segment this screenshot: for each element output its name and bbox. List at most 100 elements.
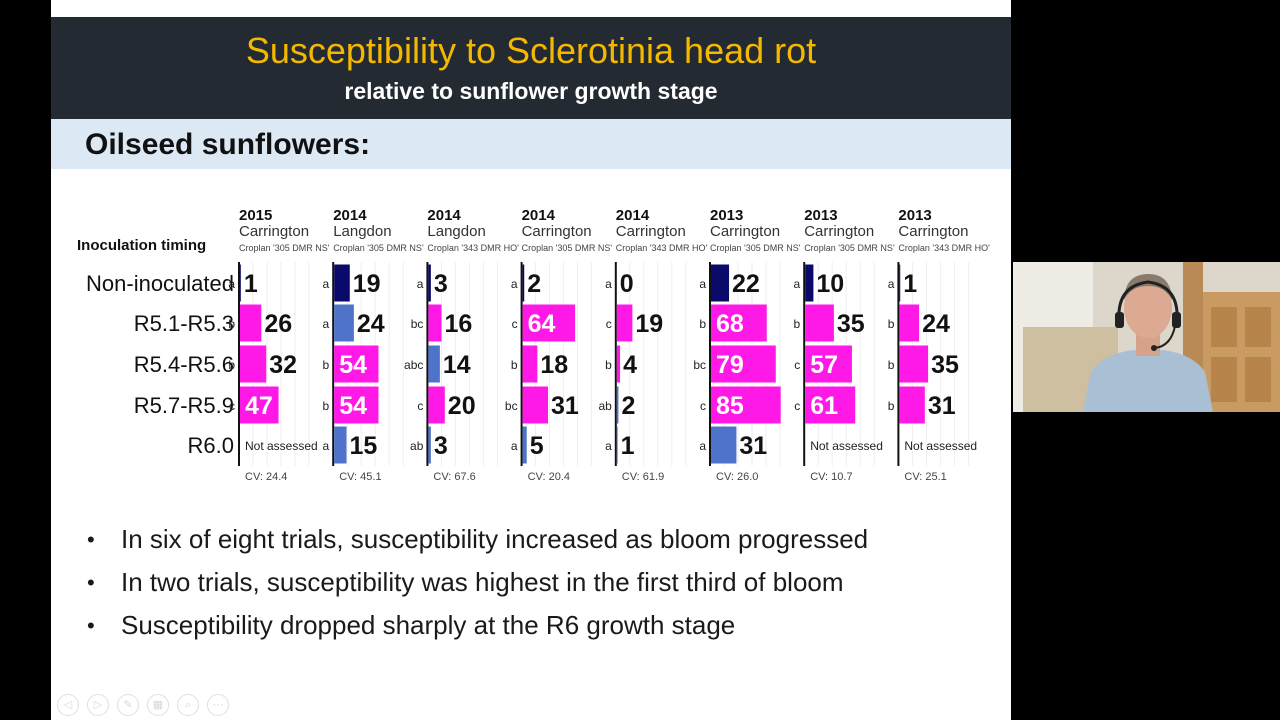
significance-letter: a [605,277,612,291]
bar-value-label: 54 [339,351,367,379]
data-bar [711,386,781,424]
bar-value-label: 19 [635,310,663,338]
cv-label: CV: 61.9 [622,471,664,483]
bar-value-label: 32 [269,351,297,379]
significance-letter: a [605,439,612,453]
data-bar [899,386,925,424]
bar-value-label: 79 [716,351,744,379]
data-bar [616,426,618,464]
trial-hybrid: Croplan '305 DMR NS' [239,243,330,253]
significance-letter: bc [693,358,706,372]
trial-location: Carrington [710,223,780,240]
bar-value-label: 1 [244,270,258,298]
bar-value-label: 20 [448,392,476,420]
significance-letter: b [228,358,235,372]
trial-year: 2014 [333,207,367,224]
data-bar [522,386,549,424]
bullet-item: • In two trials, susceptibility was highe… [87,561,987,604]
bar-value-label: 5 [530,432,544,460]
data-bar [522,264,525,302]
significance-letter: b [888,358,895,372]
data-bar [428,304,442,342]
trial-hybrid: Croplan '305 DMR NS' [522,243,613,253]
significance-letter: b [699,317,706,331]
data-bar [334,426,347,464]
bar-value-label: 1 [621,432,635,460]
trial-location: Carrington [239,223,309,240]
significance-letter: ab [598,399,612,413]
data-bar [334,345,379,383]
significance-letter: a [794,277,801,291]
bullet-text: In two trials, susceptibility was highes… [121,567,844,597]
more-options-icon[interactable]: ⋯ [207,694,229,716]
data-bar [616,304,633,342]
bullet-symbol: • [87,527,95,552]
bullet-symbol: • [87,570,95,595]
data-bar [240,345,267,383]
trial-location: Langdon [333,223,391,240]
significance-letter: a [323,277,330,291]
significance-letter: a [228,277,235,291]
zoom-icon[interactable]: ⌕ [177,694,199,716]
data-bar [240,264,241,302]
bar-value-label: 3 [434,270,448,298]
data-bar [240,386,279,424]
pen-icon[interactable]: ✎ [117,694,139,716]
cv-label: CV: 20.4 [528,471,570,483]
bullet-list: • In six of eight trials, susceptibility … [87,518,987,647]
significance-letter: ab [410,439,424,453]
trial-location: Carrington [898,223,968,240]
bar-value-label: 22 [732,270,760,298]
cv-label: CV: 26.0 [716,471,758,483]
bar-value-label: 68 [716,310,744,338]
bar-value-label: 61 [810,392,838,420]
data-bar [334,386,379,424]
slides-grid-icon[interactable]: ▦ [147,694,169,716]
section-heading: Oilseed sunflowers: [85,128,371,161]
data-bar [334,304,354,342]
significance-letter: b [228,317,235,331]
trial-location: Carrington [804,223,874,240]
data-bar [805,264,814,302]
data-bar [334,264,350,302]
bar-value-label: 54 [339,392,367,420]
data-bar [711,426,737,464]
cv-label: CV: 24.4 [245,471,287,483]
significance-letter: b [323,399,330,413]
category-label: Non-inoculated [86,271,234,296]
bar-value-label: 2 [621,392,635,420]
next-slide-icon[interactable]: ▷ [87,694,109,716]
bullet-text: Susceptibility dropped sharply at the R6… [121,610,736,640]
data-bar [805,345,852,383]
row-header-label: Inoculation timing [77,237,206,254]
category-label: R5.7-R5.9 [134,393,234,418]
trial-hybrid: Croplan '343 DMR HO' [427,243,519,253]
title-band: Susceptibility to Sclerotinia head rot r… [51,17,1011,119]
significance-letter: a [511,277,518,291]
trial-year: 2013 [898,207,931,224]
slide-title: Susceptibility to Sclerotinia head rot [245,30,817,71]
trial-hybrid: Croplan '305 DMR NS' [710,243,801,253]
significance-letter: a [417,277,424,291]
trial-year: 2015 [239,207,272,224]
not-assessed-label: Not assessed [245,439,318,453]
bar-value-label: 31 [551,392,579,420]
data-bar [711,345,776,383]
prev-slide-icon[interactable]: ◁ [57,694,79,716]
cv-label: CV: 67.6 [433,471,475,483]
not-assessed-label: Not assessed [810,439,883,453]
bar-value-label: 14 [443,351,471,379]
significance-letter: bc [411,317,424,331]
significance-letter: a [699,439,706,453]
data-bar [522,426,527,464]
bar-value-label: 35 [837,310,865,338]
presenter-controls: ◁ ▷ ✎ ▦ ⌕ ⋯ [57,694,229,716]
data-bar [805,386,856,424]
bar-value-label: 18 [540,351,568,379]
bullet-symbol: • [87,613,95,638]
slide-top-strip [51,0,1011,17]
cv-label: CV: 25.1 [904,471,946,483]
slide: Susceptibility to Sclerotinia head rot r… [51,0,1011,720]
significance-letter: bc [505,399,518,413]
bar-value-label: 47 [245,392,273,420]
